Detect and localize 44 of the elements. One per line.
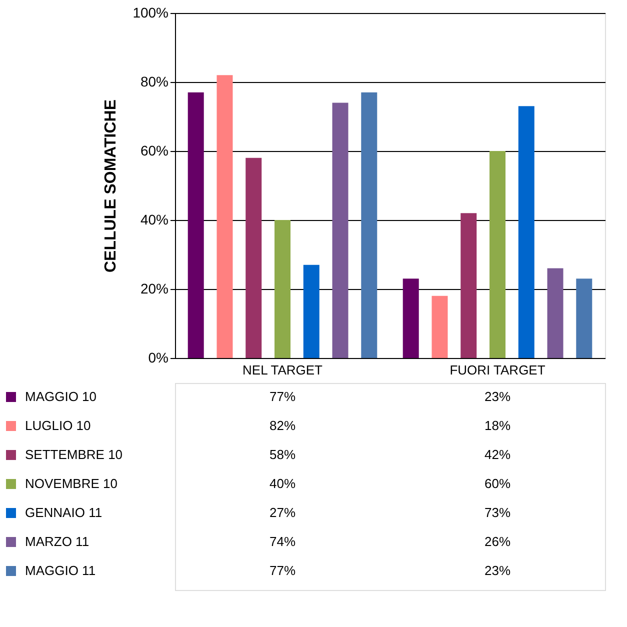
x-tick-label: NEL TARGET [242, 362, 323, 378]
bar [274, 220, 290, 358]
data-label: 42% [484, 447, 511, 462]
bar [490, 151, 506, 358]
legend-label: LUGLIO 10 [25, 418, 91, 433]
bar [216, 75, 233, 358]
legend-label: NOVEMBRE 10 [25, 476, 118, 491]
y-tick-label: 40% [140, 212, 168, 228]
data-label: 23% [484, 389, 511, 404]
data-label: 18% [484, 418, 511, 433]
data-label: 26% [484, 534, 511, 549]
data-label: 27% [269, 505, 296, 520]
legend-label: GENNAIO 11 [25, 505, 102, 520]
bar [518, 106, 534, 358]
y-axis-title: CELLULE SOMATICHE [102, 99, 120, 273]
x-tick-label: FUORI TARGET [450, 362, 546, 378]
data-label: 40% [269, 476, 296, 491]
data-label: 23% [484, 563, 511, 578]
data-label: 77% [269, 389, 296, 404]
y-tick-label: 60% [140, 142, 168, 158]
bar [402, 278, 419, 358]
y-tick-label: 20% [140, 280, 168, 296]
bar [246, 158, 262, 358]
bar [432, 296, 448, 358]
bar [332, 102, 348, 358]
legend-label: MAGGIO 11 [25, 563, 96, 578]
data-label: 74% [269, 534, 296, 549]
bar [547, 268, 564, 358]
legend-label: SETTEMBRE 10 [25, 447, 123, 462]
data-label: 58% [269, 447, 296, 462]
data-label: 73% [484, 505, 511, 520]
data-label: 82% [269, 418, 296, 433]
legend-label: MAGGIO 10 [25, 389, 97, 404]
y-tick-label: 0% [148, 350, 168, 366]
bar [361, 92, 378, 358]
data-label: 60% [484, 476, 511, 491]
bar [188, 92, 204, 358]
data-label: 77% [269, 563, 296, 578]
bar [576, 278, 592, 358]
legend-label: MARZO 11 [25, 534, 90, 549]
y-tick-label: 100% [132, 4, 168, 20]
bar [460, 213, 477, 358]
y-tick-label: 80% [140, 74, 168, 90]
bar [303, 264, 320, 358]
